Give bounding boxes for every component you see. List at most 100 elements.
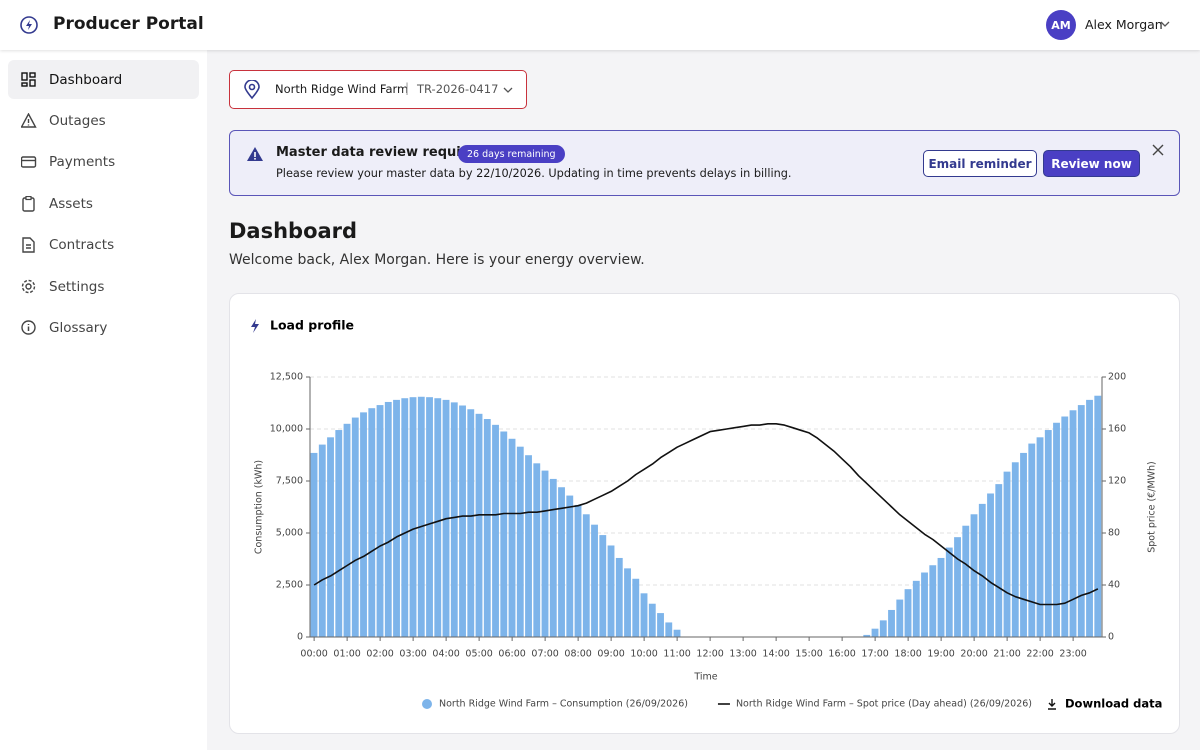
bar — [1061, 416, 1069, 637]
x-tick-label: 23:00 — [1059, 649, 1086, 660]
bar — [475, 413, 483, 637]
site-name: North Ridge Wind Farm — [275, 82, 409, 96]
bar — [962, 525, 970, 637]
nav-item[interactable]: Payments — [8, 143, 199, 182]
legend-label: North Ridge Wind Farm – Consumption (26/… — [439, 699, 688, 710]
bar — [1094, 395, 1102, 637]
x-tick-label: 10:00 — [630, 649, 657, 660]
nav-label[interactable]: Outages — [49, 112, 106, 129]
y2-tick-label: 200 — [1108, 372, 1126, 383]
bar — [1044, 430, 1052, 637]
bar — [879, 620, 887, 637]
x-tick-label: 05:00 — [465, 649, 492, 660]
bar — [607, 545, 615, 637]
nav-icon — [21, 320, 36, 335]
bar — [525, 455, 532, 637]
nav-label[interactable]: Payments — [49, 154, 116, 171]
bar — [582, 514, 590, 637]
banner-title: Master data review required — [276, 145, 486, 160]
price-line — [313, 423, 1099, 606]
logo-icon — [20, 16, 38, 34]
legend-item: North Ridge Wind Farm – Consumption (26/… — [422, 699, 688, 710]
bar — [1028, 443, 1036, 637]
bar — [1069, 410, 1077, 637]
download-button[interactable]: Download data — [1048, 697, 1162, 711]
bar — [351, 417, 359, 637]
download-label[interactable]: Download data — [1065, 697, 1162, 711]
bar — [921, 572, 928, 637]
nav-label[interactable]: Assets — [49, 195, 93, 212]
nav-label[interactable]: Glossary — [49, 319, 108, 336]
x-tick-label: 01:00 — [333, 649, 360, 660]
chart: Load profile Download data 0 2,500 5,000 7,… — [251, 318, 1162, 711]
nav-label[interactable]: Settings — [49, 278, 105, 295]
bar — [574, 504, 582, 637]
bar — [632, 578, 640, 637]
bar — [640, 593, 648, 637]
bar — [401, 398, 409, 637]
email-reminder-button[interactable]: Email reminder — [923, 150, 1037, 177]
y-tick-label: 7,500 — [276, 476, 303, 487]
x-tick-label: 15:00 — [795, 649, 822, 660]
bar — [615, 557, 623, 637]
site-selector[interactable]: North Ridge Wind Farm | TR-2026-0417 — [229, 70, 527, 109]
nav-label[interactable]: Dashboard — [49, 71, 123, 88]
bar — [434, 398, 442, 637]
warning-icon — [247, 147, 263, 161]
pin-icon — [244, 80, 260, 100]
x-tick-label: 18:00 — [894, 649, 921, 660]
nav-icon — [21, 279, 36, 293]
bar — [904, 589, 912, 637]
close-button[interactable] — [1152, 144, 1164, 156]
bar — [599, 535, 607, 637]
y-tick-label: 5,000 — [276, 528, 303, 539]
x-tick-label: 04:00 — [432, 649, 459, 660]
bar — [912, 580, 920, 637]
bar — [896, 599, 904, 637]
x-tick-label: 00:00 — [300, 649, 327, 660]
bar — [673, 629, 681, 637]
x-axis-title: Time — [693, 672, 717, 683]
x-tick-label: 19:00 — [927, 649, 954, 660]
bar — [1011, 462, 1019, 637]
bar — [318, 444, 326, 637]
x-tick-label: 17:00 — [861, 649, 888, 660]
nav-item[interactable]: Dashboard — [8, 60, 199, 99]
bar — [327, 437, 334, 637]
avatar[interactable]: AM — [1046, 10, 1076, 40]
bar — [987, 493, 994, 637]
site-id: TR-2026-0417 — [417, 82, 499, 96]
bar — [929, 565, 937, 637]
nav-item[interactable]: Assets — [8, 184, 199, 223]
bar — [1020, 452, 1027, 637]
bar — [393, 399, 400, 637]
bar — [368, 408, 376, 637]
review-now-button[interactable]: Review now — [1043, 150, 1140, 177]
y-tick-label: 10,000 — [270, 424, 303, 435]
nav-item[interactable]: Settings — [8, 267, 199, 306]
bar — [310, 452, 318, 637]
nav-label[interactable]: Contracts — [49, 237, 115, 254]
bar — [467, 409, 475, 637]
nav-item[interactable]: Glossary — [8, 308, 199, 347]
nav-item[interactable]: Outages — [8, 101, 199, 140]
x-tick-label: 16:00 — [828, 649, 855, 660]
bar — [1003, 471, 1011, 637]
legend-label: North Ridge Wind Farm – Spot price (Day … — [736, 699, 1032, 710]
bar — [426, 397, 433, 637]
bar — [483, 419, 491, 637]
user-menu-caret[interactable] — [1160, 20, 1170, 28]
download-icon — [1048, 699, 1056, 710]
bar — [549, 478, 557, 637]
user-name[interactable]: Alex Morgan — [1085, 17, 1163, 32]
nav-icon — [21, 71, 36, 87]
bar — [409, 397, 417, 637]
bar — [541, 470, 549, 637]
x-tick-label: 06:00 — [498, 649, 525, 660]
bar — [558, 487, 565, 637]
bar — [566, 495, 574, 637]
bar — [945, 547, 953, 637]
top-bar: Producer Portal AM Alex Morgan — [0, 0, 1200, 50]
bar — [360, 412, 367, 637]
nav-item[interactable]: Contracts — [8, 226, 199, 265]
